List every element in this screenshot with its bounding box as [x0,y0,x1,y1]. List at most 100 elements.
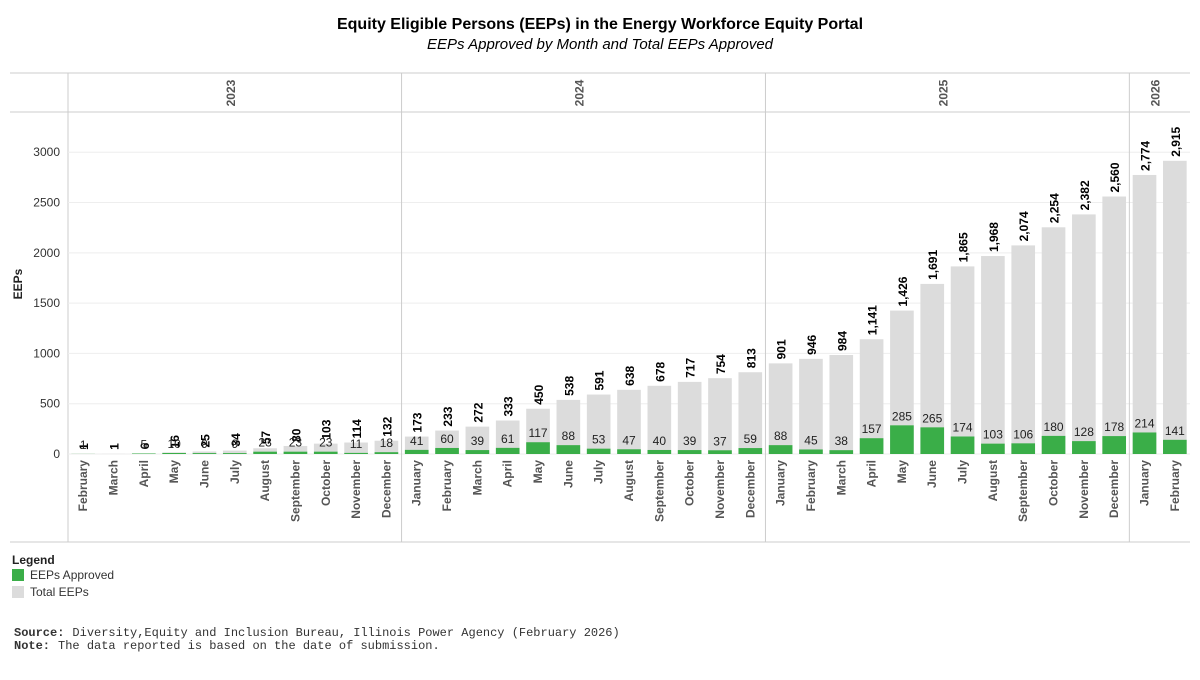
bar [526,442,550,454]
x-tick-label: September [288,460,302,522]
x-tick-label: March [470,460,484,495]
x-tick-label: November [713,460,727,519]
x-tick-label: October [319,460,333,506]
approved-label: 265 [922,411,942,425]
x-tick-label: May [531,460,545,484]
x-tick-label: January [410,460,424,506]
bar [162,453,186,454]
total-label: 1,968 [987,222,1001,252]
approved-label: 88 [562,429,576,443]
total-label: 813 [744,348,758,368]
x-tick-label: August [258,460,272,501]
x-tick-label: April [865,460,879,487]
approved-label: 174 [953,420,973,434]
x-tick-label: August [986,460,1000,501]
year-label: 2024 [573,79,587,106]
bar [981,256,1005,454]
bar [496,448,520,454]
approved-label: 117 [528,426,547,440]
x-tick-label: May [895,460,909,484]
x-tick-label: March [106,460,120,495]
x-tick-label: September [652,460,666,522]
x-tick-label: June [561,460,575,488]
x-tick-label: February [76,460,90,512]
bar [284,452,308,454]
approved-label: 5 [140,437,147,451]
x-tick-label: January [774,460,788,506]
approved-label: 41 [410,434,424,448]
total-label: 984 [835,331,849,351]
x-tick-label: November [1077,460,1091,519]
total-label: 272 [471,402,485,422]
approved-label: 9 [231,437,238,451]
legend-title: Legend [12,553,55,567]
bar [890,425,914,454]
total-label: 1,691 [926,250,940,280]
approved-label: 39 [683,434,697,448]
approved-label: 11 [350,437,363,451]
bar [375,452,399,454]
x-tick-label: October [1047,460,1061,506]
approved-label: 18 [380,436,394,450]
bar [647,450,671,454]
x-tick-label: March [834,460,848,495]
bar [799,449,823,454]
bar [1072,214,1096,454]
bar [951,436,975,454]
approved-label: 178 [1104,420,1124,434]
bar [193,453,217,454]
total-label: 1,426 [896,276,910,306]
x-tick-label: July [592,460,606,484]
note-text: Diversity,Equity and Inclusion Bureau, I… [72,626,619,640]
y-tick-label: 2500 [33,196,60,210]
year-label: 2025 [936,79,950,106]
bar [1163,161,1187,454]
y-axis-label: EEPs [11,268,25,299]
bar [920,427,944,454]
x-tick-label: November [349,460,363,519]
x-tick-label: February [1168,460,1182,512]
note-text: The data reported is based on the date o… [58,639,440,653]
total-label: 2,915 [1169,126,1183,156]
total-label: 901 [775,339,789,359]
year-label: 2023 [224,79,238,106]
bar [769,445,793,454]
x-tick-label: May [167,460,181,484]
y-tick-label: 1000 [33,346,60,360]
chart-subtitle: EEPs Approved by Month and Total EEPs Ap… [427,36,774,53]
approved-label: 9 [201,437,208,451]
note: Source: Diversity,Equity and Inclusion Bu… [14,626,620,640]
approved-label: 47 [622,433,636,447]
bar [132,453,156,454]
y-tick-label: 1500 [33,296,60,310]
note-label: Note: [14,639,50,653]
total-label: 2,774 [1139,141,1153,171]
total-label: 1,865 [957,232,971,262]
approved-label: 214 [1134,416,1154,430]
x-tick-label: August [622,460,636,501]
approved-label: 285 [892,409,912,423]
bar [314,452,338,454]
approved-label: 106 [1013,427,1033,441]
total-label: 538 [562,376,576,396]
legend-swatch [12,569,24,581]
x-tick-label: February [440,460,454,512]
approved-label: 157 [862,422,882,436]
bar [1072,441,1096,454]
x-tick-label: June [925,460,939,488]
approved-label: 45 [804,433,818,447]
note-label: Source: [14,626,64,640]
bar [1011,443,1035,454]
total-label: 678 [653,361,667,381]
total-label: 2,560 [1108,162,1122,192]
approved-label: 38 [835,434,849,448]
total-label: 132 [380,416,394,436]
x-tick-label: April [501,460,515,487]
x-tick-label: December [379,460,393,518]
bar [223,453,247,454]
approved-label: 88 [774,429,788,443]
approved-label: 59 [744,432,758,446]
total-label: 114 [350,419,364,439]
note: Note: The data reported is based on the d… [14,639,440,653]
